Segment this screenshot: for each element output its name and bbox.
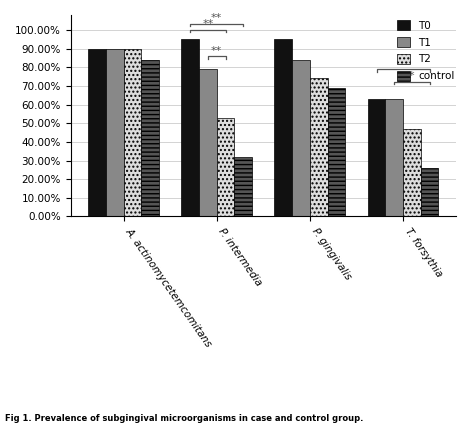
Bar [310,78,328,217]
Text: **: ** [211,13,222,23]
Bar [235,157,252,217]
Text: Fig 1. Prevalence of subgingival microorganisms in case and control group.: Fig 1. Prevalence of subgingival microor… [5,414,363,423]
Text: *: * [409,71,415,81]
Bar [385,99,403,217]
Bar [141,60,159,217]
Text: **: ** [211,46,222,56]
Text: *: * [400,59,406,69]
Legend: T0, T1, T2, control: T0, T1, T2, control [398,20,455,81]
Bar [292,60,310,217]
Bar [199,69,217,217]
Bar [181,39,199,217]
Bar [421,168,439,217]
Bar [403,129,421,217]
Bar [217,118,235,217]
Bar [368,99,385,217]
Bar [106,49,123,217]
Bar [123,49,141,217]
Bar [328,88,345,217]
Bar [275,39,292,217]
Bar [88,49,106,217]
Text: **: ** [202,19,213,29]
